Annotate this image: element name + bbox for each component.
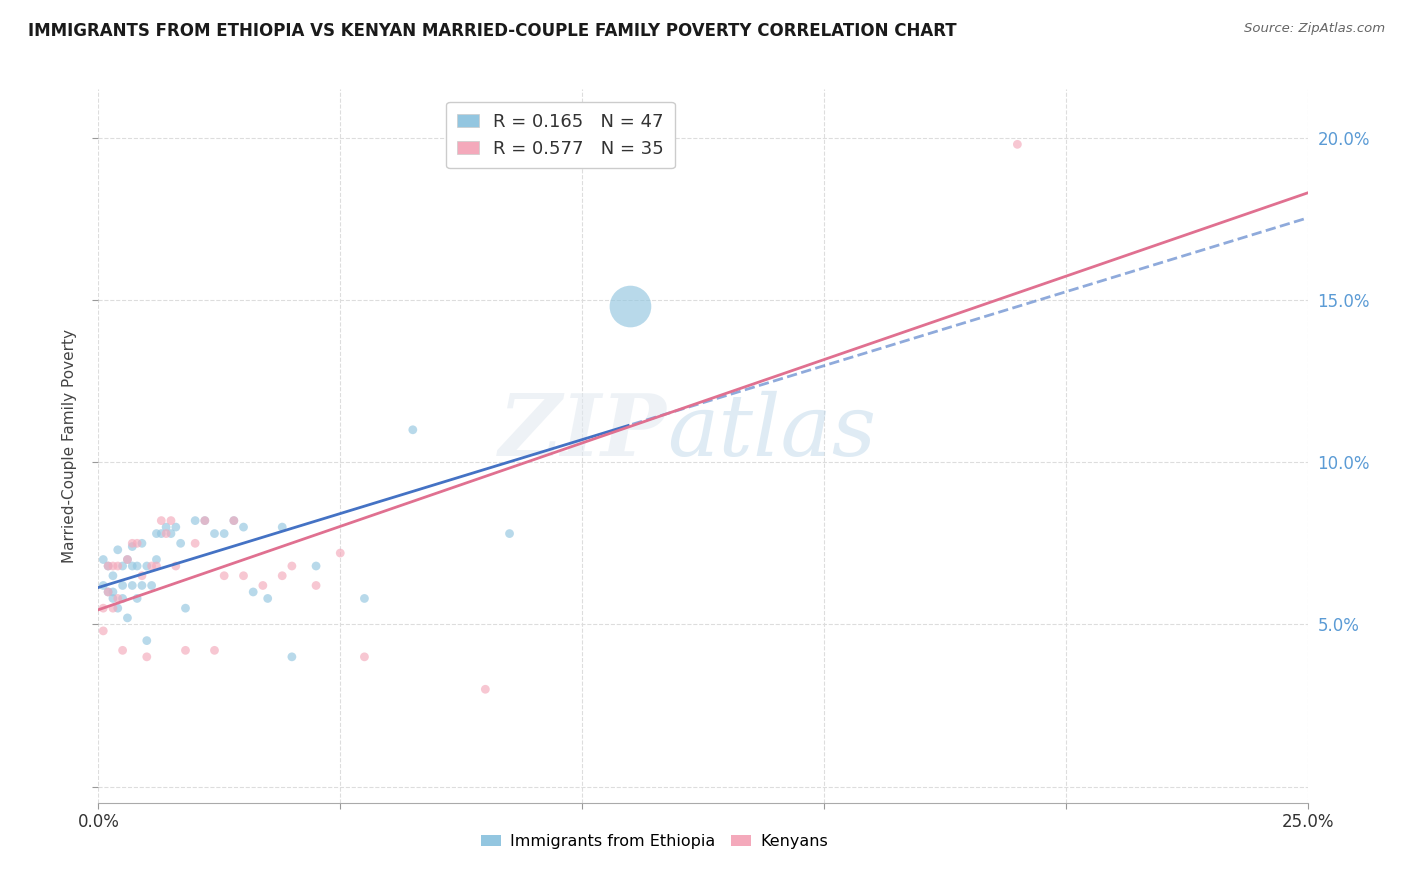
Text: atlas: atlas [666,391,876,473]
Point [111,578,134,592]
Point [131,578,153,592]
Point [619,300,641,314]
Point [145,559,167,574]
Point [174,601,197,615]
Point [212,568,235,582]
Point [97,585,120,599]
Point [145,552,167,566]
Point [305,578,328,592]
Point [474,682,496,697]
Point [127,591,149,606]
Point [271,568,294,582]
Point [127,536,149,550]
Point [160,526,183,541]
Point [135,633,157,648]
Point [256,591,278,606]
Text: IMMIGRANTS FROM ETHIOPIA VS KENYAN MARRIED-COUPLE FAMILY POVERTY CORRELATION CHA: IMMIGRANTS FROM ETHIOPIA VS KENYAN MARRI… [28,22,956,40]
Point [107,591,129,606]
Point [141,559,163,574]
Point [97,559,120,574]
Point [111,591,134,606]
Point [117,552,139,566]
Point [232,568,254,582]
Point [155,520,177,534]
Point [121,559,143,574]
Point [242,585,264,599]
Point [91,624,114,638]
Point [141,578,163,592]
Point [222,514,245,528]
Point [212,526,235,541]
Point [353,591,375,606]
Point [204,526,226,541]
Point [97,559,120,574]
Point [174,643,197,657]
Text: ZIP: ZIP [499,390,666,474]
Point [131,568,153,582]
Point [117,611,139,625]
Point [305,559,328,574]
Point [184,514,207,528]
Point [194,514,217,528]
Point [107,559,129,574]
Point [101,559,124,574]
Point [145,526,167,541]
Point [169,536,191,550]
Point [329,546,352,560]
Point [91,578,114,592]
Point [111,559,134,574]
Point [222,514,245,528]
Point [271,520,294,534]
Text: Source: ZipAtlas.com: Source: ZipAtlas.com [1244,22,1385,36]
Point [101,601,124,615]
Legend: Immigrants from Ethiopia, Kenyans: Immigrants from Ethiopia, Kenyans [475,828,834,855]
Point [194,514,217,528]
Point [131,536,153,550]
Point [127,559,149,574]
Point [155,526,177,541]
Point [135,649,157,664]
Point [204,643,226,657]
Point [498,526,520,541]
Point [402,423,425,437]
Point [160,514,183,528]
Point [150,526,173,541]
Point [101,591,124,606]
Point [101,585,124,599]
Point [101,568,124,582]
Point [107,542,129,557]
Point [165,520,187,534]
Point [184,536,207,550]
Point [281,559,304,574]
Point [232,520,254,534]
Point [252,578,274,592]
Point [353,649,375,664]
Point [91,601,114,615]
Point [1007,137,1029,152]
Point [97,585,120,599]
Point [117,552,139,566]
Point [111,643,134,657]
Point [135,559,157,574]
Point [121,540,143,554]
Point [91,552,114,566]
Point [121,578,143,592]
Y-axis label: Married-Couple Family Poverty: Married-Couple Family Poverty [62,329,77,563]
Point [150,514,173,528]
Point [121,536,143,550]
Point [107,601,129,615]
Point [165,559,187,574]
Point [281,649,304,664]
